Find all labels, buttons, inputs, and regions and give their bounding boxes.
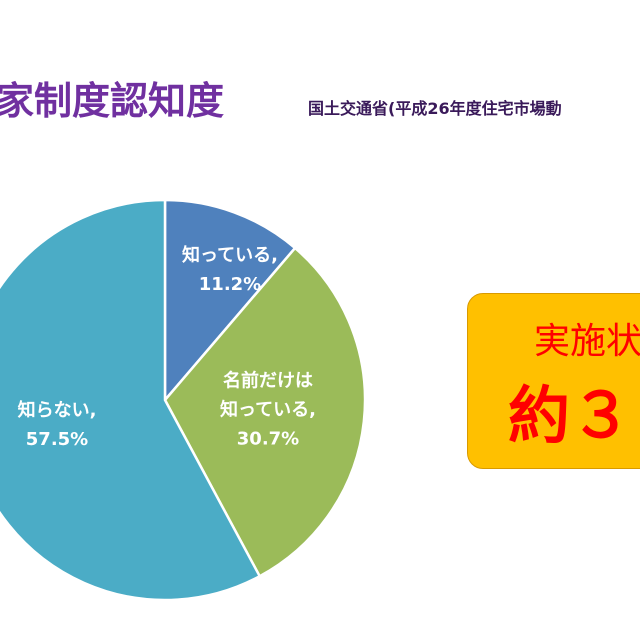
slice-label: 知らない, 57.5% <box>7 396 108 454</box>
pie-slice <box>0 198 262 602</box>
value-label: 11.2% <box>198 274 262 295</box>
callout-box <box>467 293 640 469</box>
pie-slice <box>163 198 297 404</box>
chart-title: 家制度認知度 <box>0 78 225 123</box>
slice-label: 名前だけは知っている, 30.7% <box>218 367 319 454</box>
category-label: 知らない, <box>17 400 97 421</box>
value-label: 30.7% <box>236 428 300 450</box>
pie-slice <box>163 246 367 578</box>
annotation: 約３ <box>508 379 633 452</box>
value-label: 57.5% <box>25 429 89 450</box>
chart-subtitle: 国土交通省(平成26年度住宅市場動 <box>308 99 562 118</box>
slice-label: 知っている, 11.2% <box>180 241 281 299</box>
category-label: 知っている, <box>182 245 278 266</box>
category-label: 名前だけは知っている, <box>220 370 316 421</box>
annotation: 実施状 <box>534 321 640 362</box>
